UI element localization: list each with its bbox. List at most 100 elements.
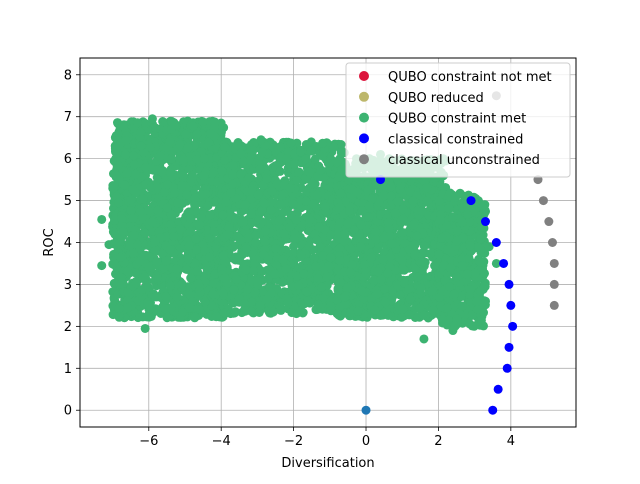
qubo-point [116, 253, 125, 262]
qubo-point [184, 242, 193, 251]
qubo-point [426, 249, 435, 258]
qubo-point [420, 242, 429, 251]
qubo-point [391, 209, 400, 218]
qubo-point [286, 184, 295, 193]
qubo-point [226, 188, 235, 197]
qubo-point [148, 218, 157, 227]
qubo-point [201, 298, 210, 307]
qubo-point [418, 207, 427, 216]
qubo-point [117, 214, 126, 223]
qubo-point [343, 283, 352, 292]
qubo-point [378, 255, 387, 264]
qubo-point [166, 168, 175, 177]
qubo-point [130, 231, 139, 240]
qubo-point [247, 218, 256, 227]
qubo-point [336, 189, 345, 198]
qubo-point [269, 308, 278, 317]
qubo-point [146, 183, 155, 192]
qubo-point [209, 290, 218, 299]
qubo-point [308, 179, 317, 188]
qubo-point [356, 242, 365, 251]
qubo-point [114, 161, 123, 170]
qubo-point [324, 261, 333, 270]
qubo-point [175, 140, 184, 149]
qubo-point [165, 137, 174, 146]
qubo-point [184, 255, 193, 264]
qubo-point [121, 150, 130, 159]
qubo-point [254, 190, 263, 199]
qubo-point [399, 215, 408, 224]
qubo-point [166, 281, 175, 290]
qubo-point [393, 197, 402, 206]
qubo-point [318, 139, 327, 148]
qubo-point [163, 203, 172, 212]
qubo-point [206, 211, 215, 220]
qubo-point [263, 256, 272, 265]
qubo-point [242, 244, 251, 253]
qubo-point [370, 305, 379, 314]
qubo-point [188, 172, 197, 181]
qubo-point [114, 198, 123, 207]
qubo-point [413, 232, 422, 241]
qubo-point [141, 273, 150, 282]
qubo-point [193, 267, 202, 276]
qubo-point [153, 206, 162, 215]
qubo-point [383, 269, 392, 278]
qubo-point [410, 250, 419, 259]
qubo-point [123, 267, 132, 276]
qubo-point [136, 207, 145, 216]
qubo-point [364, 185, 373, 194]
qubo-point [233, 140, 242, 149]
qubo-point [387, 239, 396, 248]
qubo-point [345, 206, 354, 215]
qubo-point [194, 279, 203, 288]
qubo-point [166, 220, 175, 229]
qubo-point [141, 163, 150, 172]
qubo-point [167, 154, 176, 163]
qubo-point [219, 211, 228, 220]
qubo-point [141, 229, 150, 238]
qubo-point [130, 160, 139, 169]
qubo-point [305, 168, 314, 177]
qubo-point [278, 255, 287, 264]
qubo-point [285, 223, 294, 232]
qubo-point [177, 181, 186, 190]
qubo-point [169, 232, 178, 241]
qubo-point [427, 287, 436, 296]
qubo-point [398, 228, 407, 237]
qubo-point [333, 309, 342, 318]
qubo-point [184, 143, 193, 152]
qubo-point [200, 154, 209, 163]
qubo-point [234, 233, 243, 242]
qubo-point [129, 214, 138, 223]
qubo-point [416, 283, 425, 292]
qubo-point [297, 251, 306, 260]
qubo-point [410, 240, 419, 249]
qubo-point [306, 215, 315, 224]
qubo-point [162, 256, 171, 265]
qubo-point [179, 155, 188, 164]
qubo-point [167, 117, 176, 126]
qubo-point [122, 136, 131, 145]
qubo-point [268, 187, 277, 196]
qubo-point [210, 118, 219, 127]
qubo-point [247, 307, 256, 316]
qubo-point [313, 191, 322, 200]
qubo-point [182, 190, 191, 199]
qubo-point [334, 286, 343, 295]
qubo-point [335, 172, 344, 181]
qubo-point [139, 194, 148, 203]
qubo-point [179, 171, 188, 180]
qubo-point [294, 281, 303, 290]
qubo-point [140, 251, 149, 260]
qubo-point [249, 266, 258, 275]
qubo-point [223, 230, 232, 239]
qubo-point [232, 252, 241, 261]
qubo-point [381, 298, 390, 307]
qubo-point [186, 274, 195, 283]
qubo-point [192, 245, 201, 254]
qubo-point [282, 264, 291, 273]
qubo-point [314, 300, 323, 309]
qubo-point [129, 151, 138, 160]
qubo-point [186, 227, 195, 236]
